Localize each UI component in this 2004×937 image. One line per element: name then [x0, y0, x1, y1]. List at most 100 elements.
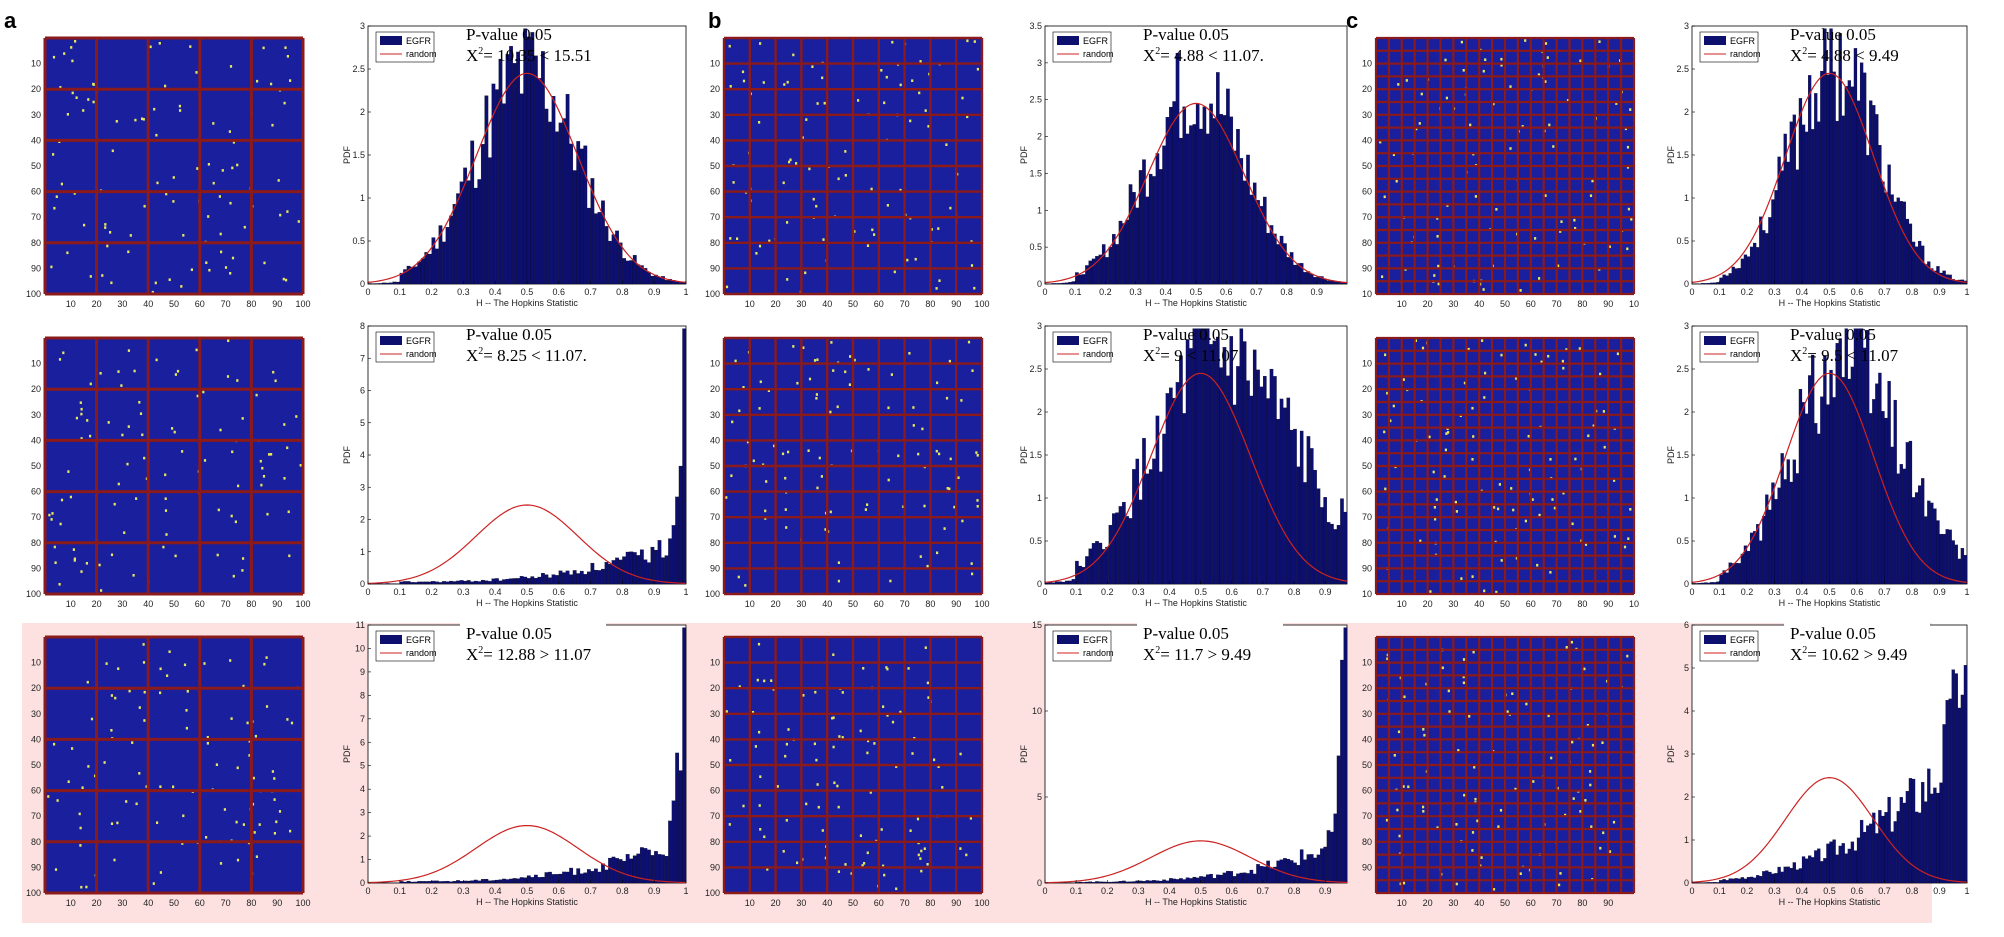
histogram-bar — [636, 555, 641, 585]
histogram-bar — [1199, 328, 1203, 585]
histogram-bar — [1299, 430, 1304, 585]
map-point — [976, 454, 979, 457]
y-axis-label: PDF — [1019, 145, 1029, 164]
histogram-bar — [1152, 176, 1156, 285]
map-point — [110, 281, 113, 285]
histogram-bar — [1256, 200, 1260, 285]
map-tick-x: 90 — [272, 299, 282, 309]
map-point — [1415, 127, 1418, 131]
map-a-2: 1010202030304040505060607070808090901001… — [26, 336, 311, 609]
histogram-bar — [1823, 355, 1827, 585]
y-tick-label: 8 — [360, 690, 365, 700]
x-tick-label: 0.7 — [584, 287, 597, 297]
map-point — [907, 667, 910, 670]
map-point — [216, 553, 219, 557]
map-point — [90, 717, 94, 721]
map-point — [899, 83, 902, 87]
histogram-bar — [523, 576, 528, 585]
histogram-bar — [1172, 101, 1176, 285]
map-point — [1509, 147, 1512, 150]
map-tick-x: 40 — [1474, 299, 1484, 309]
histogram-bar — [516, 51, 521, 285]
map-point — [1468, 715, 1471, 718]
histogram-bar — [675, 752, 680, 884]
histogram-bar — [594, 213, 598, 285]
map-point — [1462, 69, 1465, 72]
histogram-bar — [1219, 367, 1223, 585]
histogram-bar — [1343, 511, 1348, 585]
map-tick-y: 10 — [1362, 359, 1372, 369]
map-tick-y: 50 — [31, 760, 41, 770]
histogram-bar — [374, 283, 379, 285]
histogram-bar — [477, 179, 482, 285]
histogram-bar — [583, 145, 588, 285]
annotation-pvalue: P-value 0.05 — [1790, 624, 1876, 643]
map-tick-x: 50 — [848, 299, 858, 309]
map-point — [912, 406, 915, 409]
map-tick-y: 60 — [1362, 187, 1372, 197]
x-tick-label: 0.8 — [616, 587, 629, 597]
histogram-bar — [1283, 407, 1287, 585]
histogram-bar — [424, 881, 429, 884]
map-point — [219, 232, 222, 236]
map-point — [107, 421, 110, 424]
map-point — [1481, 339, 1484, 342]
map-point — [1557, 264, 1560, 268]
map-point — [805, 118, 808, 121]
legend-swatch-egfr — [380, 635, 402, 644]
histogram-bar — [1853, 48, 1858, 285]
annotation-test: X2= 10.62 > 9.49 — [1790, 645, 1907, 664]
legend-swatch-egfr — [1057, 36, 1079, 45]
map-point — [113, 858, 116, 862]
map-tick-x: 90 — [272, 599, 282, 609]
histogram-bar — [1753, 877, 1757, 884]
map-tick-y: 60 — [710, 786, 720, 796]
x-tick-label: 0 — [1042, 287, 1047, 297]
map-point — [1399, 882, 1402, 886]
histogram-bar — [632, 255, 637, 285]
map-point — [141, 117, 144, 121]
map-tick-x: 80 — [246, 299, 256, 309]
histogram-bar — [1118, 881, 1123, 884]
map-point — [182, 814, 185, 818]
y-tick-label: 3 — [1037, 321, 1042, 331]
map-point — [725, 285, 729, 289]
map-point — [80, 412, 83, 416]
map-point — [829, 510, 832, 514]
map-tick-x: 40 — [143, 299, 153, 309]
map-point — [813, 742, 816, 746]
map-tick-y: 80 — [31, 837, 41, 847]
histogram-bar — [1162, 433, 1166, 585]
map-tick-x: 80 — [925, 599, 935, 609]
map-point — [758, 244, 762, 248]
histogram-bar — [1192, 124, 1197, 285]
map-point — [162, 545, 165, 549]
histogram-bar — [1921, 245, 1925, 285]
map-point — [837, 177, 840, 181]
map-point — [1492, 888, 1496, 891]
histogram-bar — [1808, 75, 1812, 285]
map-point — [1476, 819, 1479, 823]
histogram-bar — [470, 880, 475, 884]
map-point — [895, 887, 898, 891]
x-tick-label: 0.2 — [1741, 886, 1754, 896]
histogram-bar — [1768, 217, 1772, 285]
map-point — [783, 83, 786, 86]
y-tick-label: 1.5 — [1029, 168, 1042, 178]
histogram-bar — [424, 581, 429, 585]
histogram-bar — [1850, 841, 1855, 884]
histogram-bar — [625, 551, 630, 585]
map-point — [285, 278, 288, 282]
histogram-bar — [1269, 225, 1274, 285]
map-tick-y: 70 — [31, 811, 41, 821]
map-point — [1422, 805, 1425, 809]
histogram-bar — [1835, 343, 1839, 585]
map-point — [142, 118, 145, 121]
map-point — [970, 264, 974, 267]
map-point — [837, 805, 840, 809]
histogram-a-1: 00.511.522.530 0.1 0.2 0.3 0.4 0.5 0.6 0.7 0.8 0.… — [342, 21, 689, 308]
histogram-bar — [420, 581, 425, 585]
map-point — [1509, 85, 1512, 88]
map-tick-x: 60 — [195, 599, 205, 609]
map-b-2: 1010202030304040505060607070808090901001… — [705, 336, 990, 609]
